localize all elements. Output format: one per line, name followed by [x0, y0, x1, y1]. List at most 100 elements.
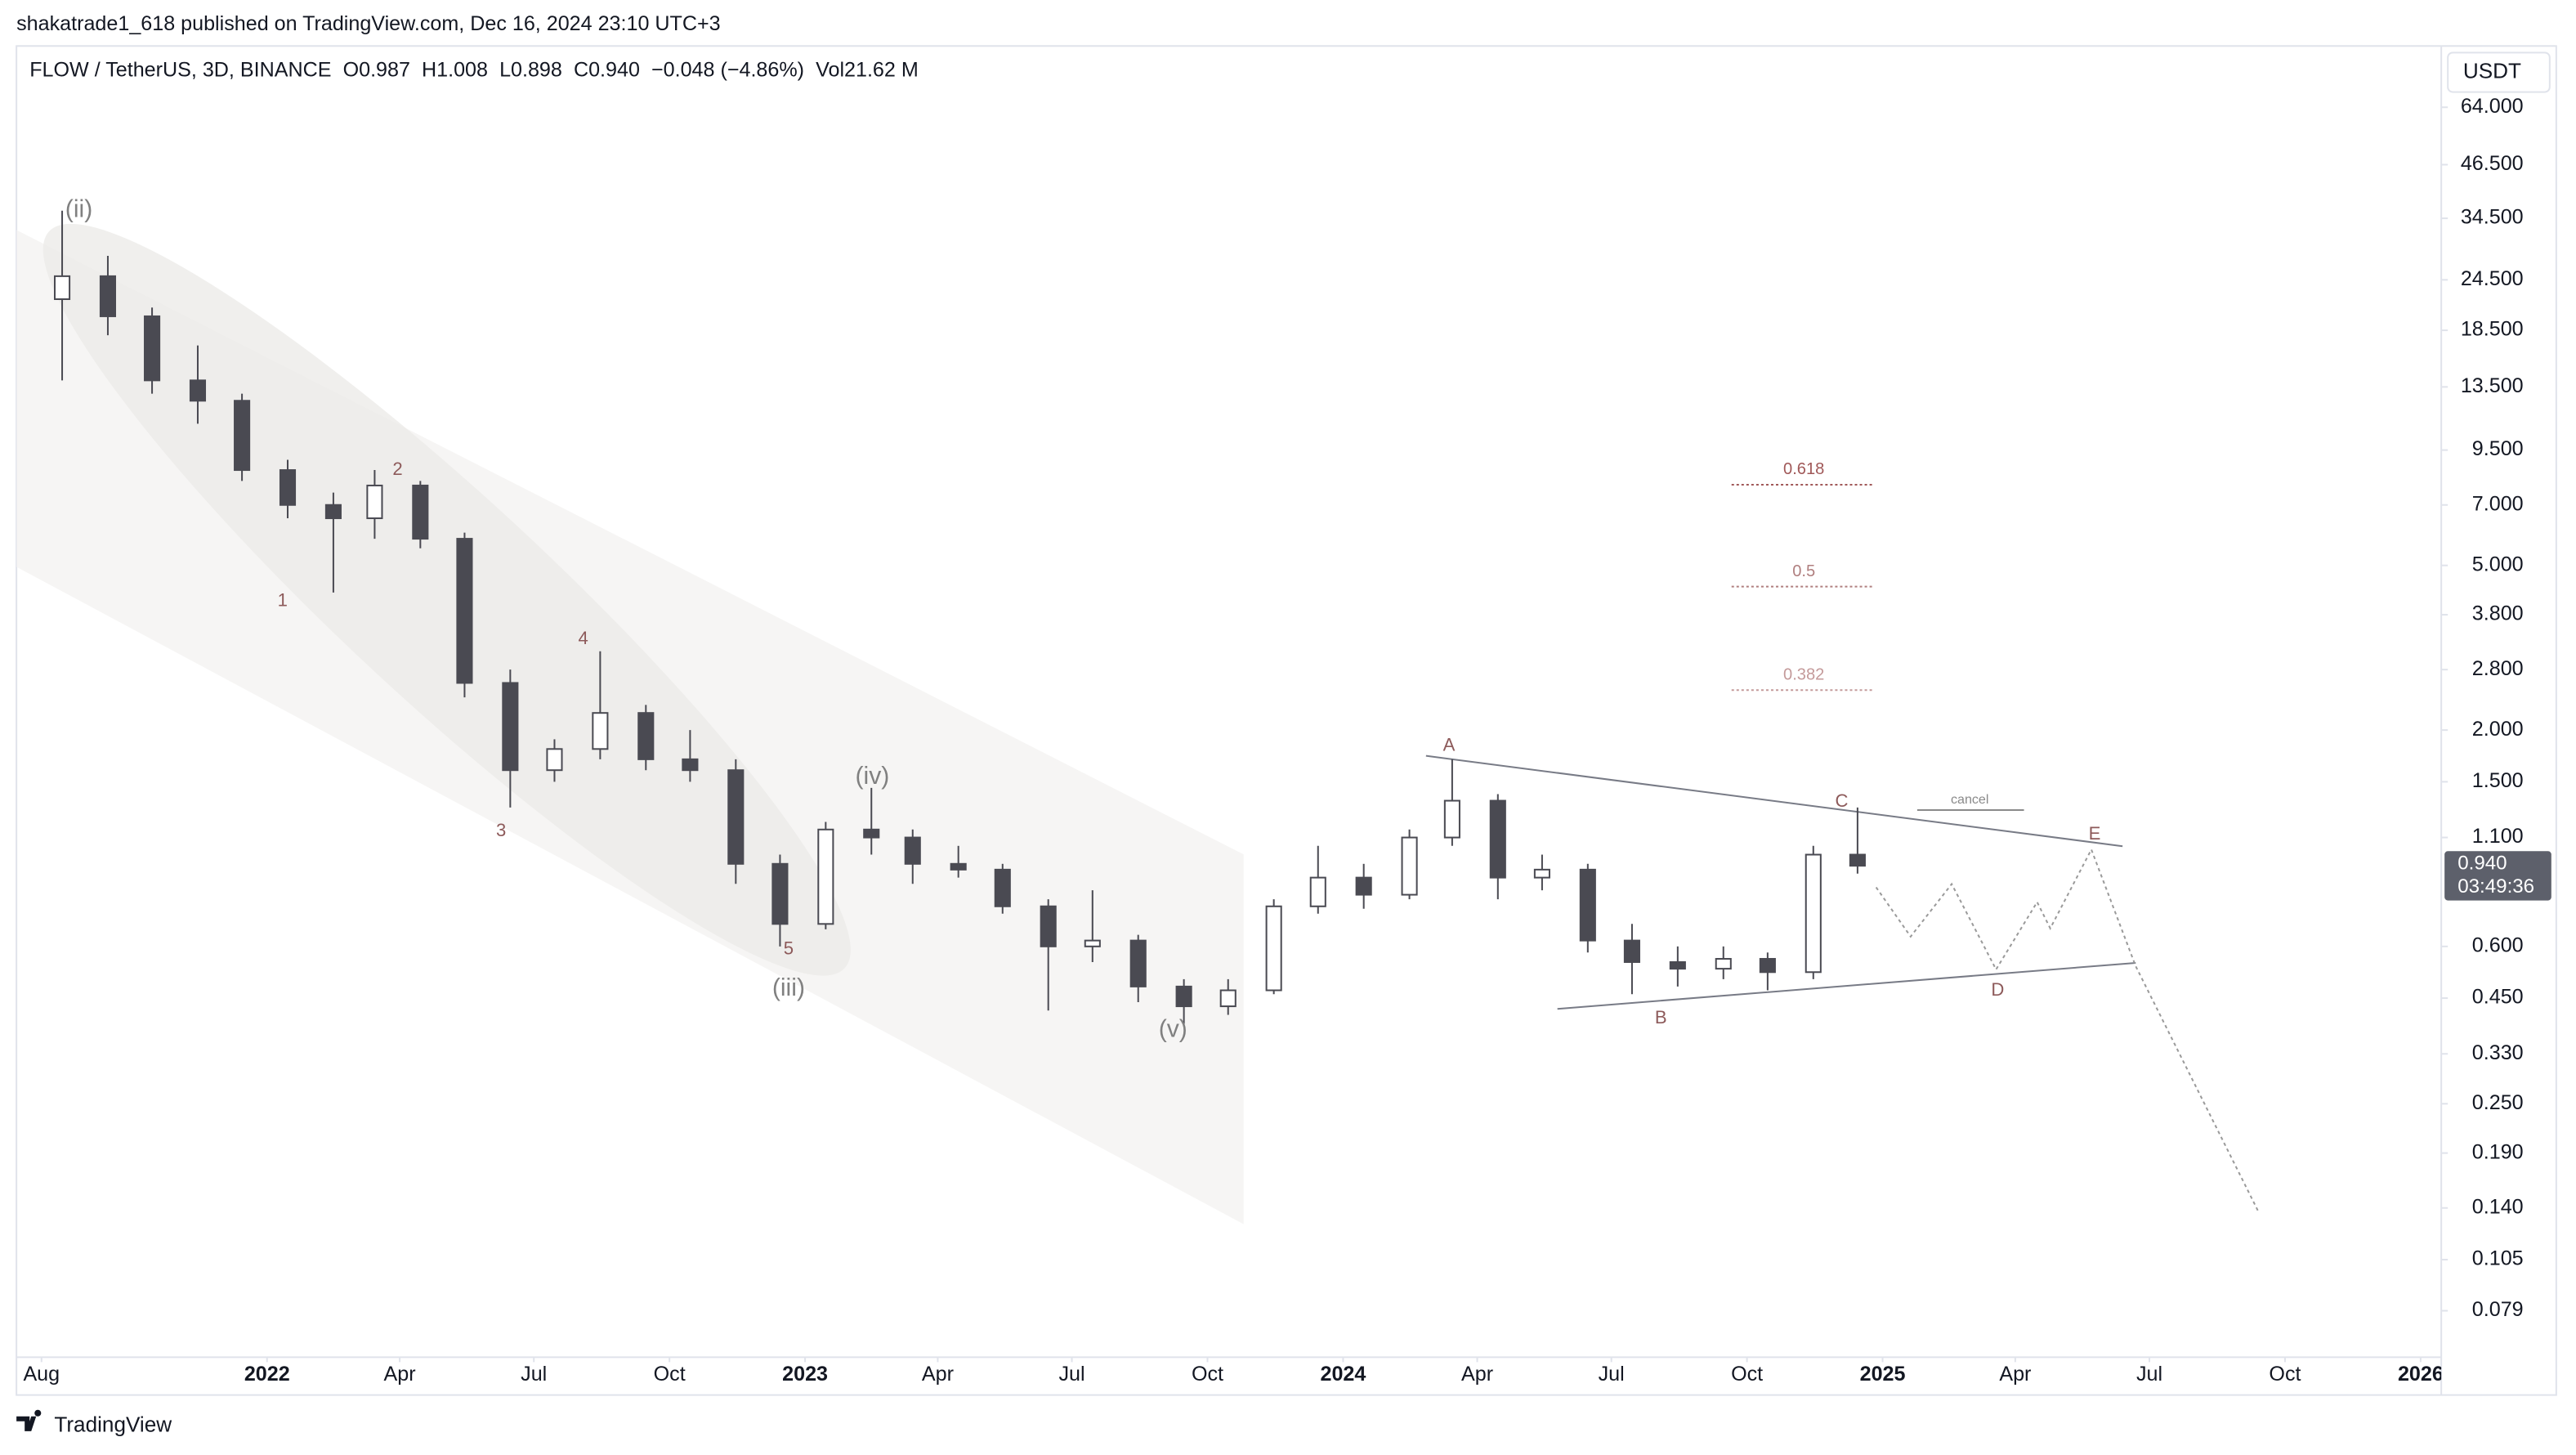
last-price: 0.940	[2457, 853, 2507, 875]
y-tick-label: 9.500	[2472, 437, 2524, 460]
wave-label: 3	[496, 820, 506, 840]
currency[interactable]: USDT	[2463, 58, 2521, 83]
y-tick-label: 1.500	[2472, 769, 2524, 792]
y-tick-label: 0.250	[2472, 1091, 2524, 1114]
candle-body	[324, 504, 342, 520]
y-tick-label: 0.450	[2472, 986, 2524, 1009]
y-tick-label: 5.000	[2472, 553, 2524, 575]
wave-label: B	[1655, 1007, 1667, 1027]
candle-body	[1805, 853, 1822, 974]
wave-label: 5	[784, 938, 794, 959]
currency-box[interactable]	[2447, 51, 2551, 93]
candle-body	[1759, 957, 1776, 974]
candle-body	[144, 315, 161, 382]
candle-body	[1355, 876, 1372, 896]
y-tick-label: 0.105	[2472, 1247, 2524, 1270]
x-tick-label: Apr	[922, 1363, 954, 1386]
x-tick-label: Apr	[1999, 1363, 2031, 1386]
x-tick-label: 2023	[782, 1363, 828, 1386]
candle-body	[592, 712, 609, 750]
candle-body	[1219, 989, 1237, 1008]
candle-body	[366, 484, 383, 520]
tradingview-logo: TradingView	[16, 1409, 172, 1437]
x-tick-label: Jul	[2136, 1363, 2162, 1386]
cancel-label: cancel	[1951, 792, 1988, 807]
candle-body	[727, 769, 745, 865]
legend-item: H1.008	[422, 58, 488, 81]
x-tick-label: Oct	[2269, 1363, 2301, 1386]
candle-body	[950, 862, 967, 871]
legend-item: FLOW / TetherUS, 3D, BINANCE	[29, 58, 331, 81]
x-tick-label: 2024	[1320, 1363, 1366, 1386]
wave-label: (iv)	[856, 763, 890, 790]
y-tick-label: 13.500	[2461, 374, 2524, 397]
candle-body	[1175, 985, 1192, 1008]
fib-label: 0.5	[1792, 562, 1815, 580]
y-tick-label: 34.500	[2461, 206, 2524, 229]
x-tick-label: Jul	[521, 1363, 547, 1386]
candle-body	[456, 538, 473, 684]
candle-body	[99, 275, 117, 317]
x-tick-label: Jul	[1599, 1363, 1625, 1386]
symbol-legend: FLOW / TetherUS, 3D, BINANCE O0.987 H1.008…	[29, 58, 919, 81]
legend-item: L0.898	[499, 58, 562, 81]
price-label-box	[2444, 851, 2551, 901]
candle-body	[412, 484, 429, 540]
y-tick-label: 0.079	[2472, 1298, 2524, 1321]
x-tick-label: Aug	[23, 1363, 60, 1386]
y-tick-label: 3.800	[2472, 602, 2524, 625]
candle-body	[1715, 957, 1732, 970]
triangle-upper	[1425, 754, 2123, 848]
y-tick-label: 0.190	[2472, 1140, 2524, 1163]
candle-body	[546, 748, 563, 772]
candle-body	[1669, 960, 1686, 970]
candle-body	[904, 836, 921, 865]
y-tick-label: 0.330	[2472, 1041, 2524, 1064]
legend-item: Vol21.62 M	[816, 58, 919, 81]
x-tick-label: 2026	[2398, 1363, 2444, 1386]
fib-label: 0.618	[1783, 460, 1824, 478]
candle-body	[53, 275, 71, 300]
wave-label: D	[1991, 979, 2004, 1000]
y-tick-label: 0.140	[2472, 1195, 2524, 1218]
y-tick-label: 64.000	[2461, 95, 2524, 118]
x-tick-label: 2025	[1860, 1363, 1906, 1386]
publish-header: shakatrade1_618 published on TradingView…	[16, 12, 721, 35]
x-tick-label: 2022	[244, 1363, 290, 1386]
triangle-lower	[1557, 961, 2136, 1010]
legend-item: C0.940	[574, 58, 640, 81]
candles	[53, 210, 1866, 1024]
time-axis: Aug 2022 Apr Jul Oct 2023 Apr Jul Oct 2024 Apr Jul O…	[23, 1357, 2444, 1386]
candle-body	[1309, 876, 1326, 907]
candle-body	[994, 868, 1011, 907]
x-tick-label: Oct	[654, 1363, 686, 1386]
fib-label: 0.382	[1783, 665, 1824, 683]
candle-body	[1849, 853, 1866, 867]
wave-label: 4	[578, 628, 588, 648]
candle-body	[1265, 905, 1282, 992]
wave-label: E	[2089, 823, 2101, 844]
x-tick-label: Jul	[1058, 1363, 1085, 1386]
wave-label: 2	[392, 459, 402, 479]
y-tick-label: 46.500	[2461, 152, 2524, 175]
candle-body	[1040, 905, 1057, 947]
wave-label: (v)	[1159, 1015, 1187, 1042]
wave-label: (iii)	[772, 974, 805, 1001]
y-tick-label: 18.500	[2461, 318, 2524, 341]
candle-body	[234, 400, 251, 472]
x-tick-label: Apr	[384, 1363, 416, 1386]
chart-border	[16, 45, 2557, 1396]
candle-body	[682, 758, 699, 772]
drawings	[16, 223, 2260, 1224]
footer-brand: TradingView	[54, 1412, 172, 1437]
candle-body	[502, 682, 519, 772]
y-tick-label: 2.800	[2472, 657, 2524, 680]
y-tick-label: 2.000	[2472, 718, 2524, 741]
y-tick-label: 24.500	[2461, 267, 2524, 290]
x-tick-label: Oct	[1192, 1363, 1223, 1386]
y-tick-label: 7.000	[2472, 492, 2524, 515]
logo-icon	[16, 1409, 42, 1431]
candle-body	[637, 712, 655, 760]
candle-body	[1533, 868, 1550, 879]
